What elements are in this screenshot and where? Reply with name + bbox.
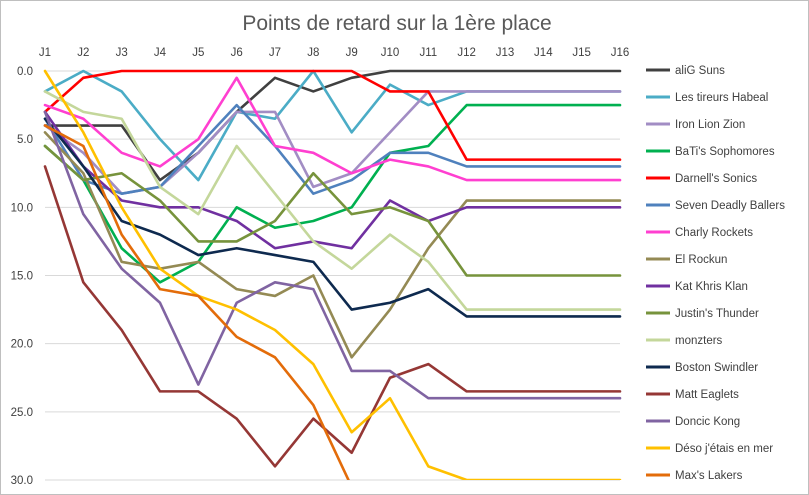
legend-label: BaTi's Sophomores [675,146,775,158]
legend-label: Les tireurs Habeal [675,92,768,104]
y-tick-label: 10.0 [11,202,33,214]
series-line [43,76,622,182]
x-tick-label: J7 [269,47,281,59]
x-tick-label: J16 [611,47,630,59]
series-line [43,69,622,161]
legend-label: El Rockun [675,254,727,266]
y-tick-label: 20.0 [11,339,33,351]
legend-label: aliG Suns [675,65,725,77]
y-axis-ticks: 0.0 5.0 10.0 15.0 20.0 25.0 30.0 [11,66,33,487]
legend-label: Doncic Kong [675,416,740,428]
series-line [43,110,622,400]
x-tick-label: J6 [231,47,243,59]
x-tick-label: J8 [307,47,319,59]
x-tick-label: J9 [346,47,358,59]
series-line [43,69,622,480]
legend-label: Matt Eaglets [675,389,739,401]
y-tick-label: 30.0 [11,475,33,487]
y-tick-label: 25.0 [11,407,33,419]
series-line [43,117,622,318]
legend-label: monzters [675,335,723,347]
legend-label: Darnell's Sonics [675,173,757,185]
x-axis-ticks: J1 J2 J3 J4 J5 J6 J7 J8 J9 J10 J11 J12 J13 J14 J15 J16 [39,47,629,59]
x-tick-label: J11 [419,47,437,59]
x-tick-label: J13 [496,47,515,59]
series-line [43,124,350,480]
series-line [43,103,622,195]
x-tick-label: J5 [192,47,204,59]
y-tick-label: 15.0 [11,271,33,283]
legend-label: Boston Swindler [675,362,758,374]
legend-label: Charly Rockets [675,227,753,239]
y-tick-label: 5.0 [17,134,33,146]
series-line [43,90,622,311]
legend-label: Seven Deadly Ballers [675,200,785,212]
series-line [43,165,622,468]
x-tick-label: J12 [457,47,476,59]
legend-label: Max's Lakers [675,470,743,482]
y-tick-label: 0.0 [17,66,33,78]
series-lines [43,69,622,480]
legend-label: Kat Khris Klan [675,281,748,293]
series-line [43,90,622,195]
x-tick-label: J4 [154,47,167,59]
legend-label: Iron Lion Zion [675,119,745,131]
legend-label: Justin's Thunder [675,308,759,320]
x-tick-label: J14 [534,47,553,59]
series-line [43,144,622,277]
x-tick-label: J10 [381,47,400,59]
x-tick-label: J15 [572,47,591,59]
legend-label: Déso j'étais en mer [675,443,773,455]
x-tick-label: J2 [77,47,89,59]
x-tick-label: J1 [39,47,51,59]
legend: aliG Suns Les tireurs Habeal Iron Lion Zio… [646,65,785,482]
series-line [43,110,622,250]
chart-title: Points de retard sur la 1ère place [242,12,551,35]
series-line [43,131,622,359]
x-tick-label: J3 [116,47,128,59]
